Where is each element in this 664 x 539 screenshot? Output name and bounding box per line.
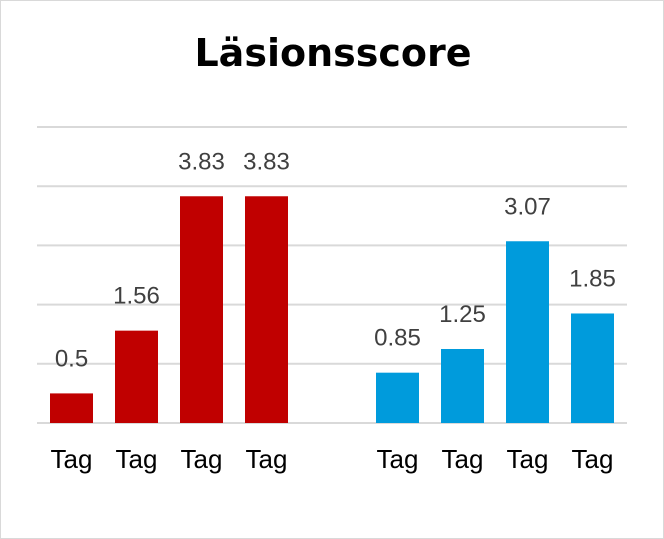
tick-label: Tag bbox=[116, 444, 158, 474]
data-label: 3.83 bbox=[243, 148, 290, 175]
bar bbox=[376, 372, 419, 423]
data-label: 3.83 bbox=[178, 148, 225, 175]
data-label: 1.56 bbox=[113, 283, 160, 310]
data-label: 0.5 bbox=[55, 345, 88, 372]
bar bbox=[115, 330, 158, 423]
data-label: 0.85 bbox=[374, 325, 421, 352]
data-label: 1.85 bbox=[569, 265, 616, 292]
tick-label: Tag bbox=[507, 444, 549, 474]
tick-label: Tag bbox=[572, 444, 614, 474]
data-label: 1.25 bbox=[439, 301, 486, 328]
bar bbox=[441, 349, 484, 423]
tick-label: Tag bbox=[51, 444, 93, 474]
bar bbox=[571, 313, 614, 423]
bar bbox=[50, 393, 93, 423]
data-labels: 0.5 1.56 3.83 3.83 0.85 1.25 3.07 1.85 bbox=[55, 148, 616, 372]
bar bbox=[245, 196, 288, 423]
chart-title: Läsionsscore bbox=[194, 31, 472, 75]
tick-label: Tag bbox=[442, 444, 484, 474]
tick-label: Tag bbox=[246, 444, 288, 474]
data-label: 3.07 bbox=[504, 193, 551, 220]
bar bbox=[506, 241, 549, 423]
tick-label: Tag bbox=[377, 444, 419, 474]
tick-labels: Tag Tag Tag Tag Tag Tag Tag Tag bbox=[51, 444, 614, 474]
bar bbox=[180, 196, 223, 423]
tick-label: Tag bbox=[181, 444, 223, 474]
bars bbox=[50, 196, 614, 423]
